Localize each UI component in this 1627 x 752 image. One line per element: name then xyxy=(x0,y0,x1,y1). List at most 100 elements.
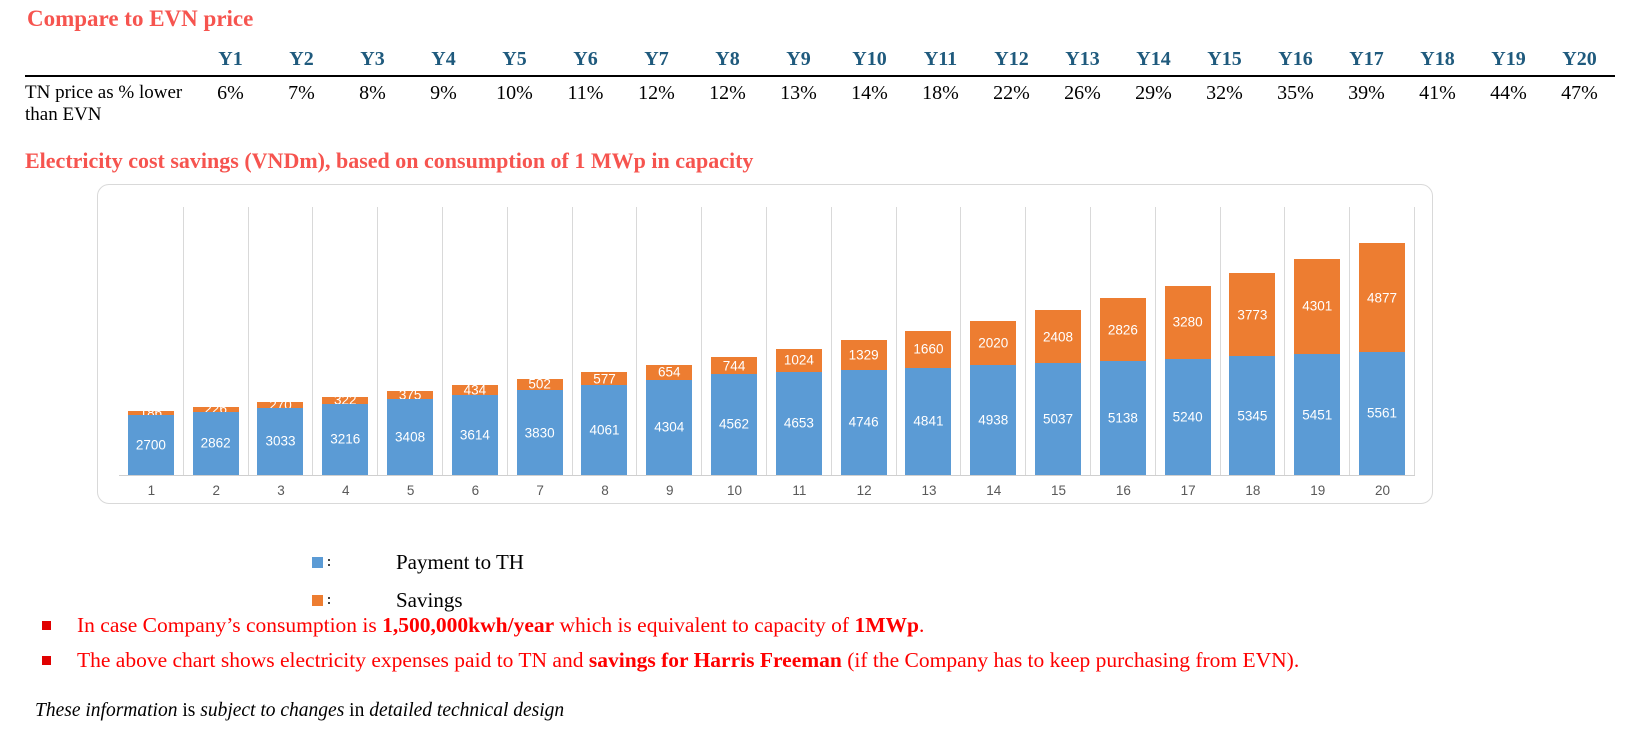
bar-stack: 2826 5138 xyxy=(1099,298,1146,475)
table-row-label: TN price as % lower than EVN xyxy=(25,82,183,126)
payment-value-label: 4304 xyxy=(654,419,685,435)
table-value: 26% xyxy=(1064,82,1101,104)
table-value: 7% xyxy=(288,82,315,104)
payment-segment: 5345 xyxy=(1229,356,1276,475)
payment-segment: 3614 xyxy=(451,394,498,475)
payment-segment: 3408 xyxy=(387,399,434,475)
bar-stack: 2408 5037 xyxy=(1035,309,1082,475)
bullet-item: The above chart shows electricity expens… xyxy=(42,647,1612,674)
category-column: 2826 5138 xyxy=(1091,207,1156,475)
payment-value-label: 3614 xyxy=(459,427,490,443)
category-column: 270 3033 xyxy=(249,207,314,475)
payment-segment: 5138 xyxy=(1099,361,1146,475)
table-column-header: Y9 xyxy=(786,48,811,70)
table-value: 44% xyxy=(1490,82,1527,104)
payment-value-label: 3216 xyxy=(330,431,361,447)
savings-segment: 4877 xyxy=(1359,243,1406,352)
category-column: 434 3614 xyxy=(443,207,508,475)
savings-value-label: 434 xyxy=(463,382,487,398)
payment-value-label: 5037 xyxy=(1043,411,1074,427)
legend-item: Savings xyxy=(312,588,524,612)
bar-stack: 744 4562 xyxy=(711,357,758,475)
x-axis-label: 16 xyxy=(1115,483,1131,498)
table-value-row: TN price as % lower than EVN 6% 7% 8% 9% 10%… xyxy=(25,77,1615,127)
savings-value-label: 1329 xyxy=(848,347,879,363)
savings-value-label: 2408 xyxy=(1043,329,1074,344)
payment-segment: 4304 xyxy=(646,379,693,475)
table-header-spacer xyxy=(25,48,195,71)
table-value: 29% xyxy=(1135,82,1172,104)
table-column-header: Y6 xyxy=(573,48,598,70)
table-column-header: Y14 xyxy=(1136,48,1171,70)
bar-stack: 2020 4938 xyxy=(970,320,1017,475)
savings-segment: 2408 xyxy=(1035,309,1082,364)
category-column: 3280 5240 xyxy=(1156,207,1221,475)
savings-segment: 654 xyxy=(646,365,693,380)
bullet-text-segment: . xyxy=(918,613,925,637)
table-header-row: Y1 Y2 Y3 Y4 Y5 Y6 Y7 Y8 Y9 Y10 Y11 Y12 Y13 Y14 Y15 Y16 Y… xyxy=(25,48,1615,77)
savings-segment: 1329 xyxy=(840,340,887,370)
chart-title: Electricity cost savings (VNDm), based o… xyxy=(25,148,754,173)
payment-segment: 5451 xyxy=(1294,354,1341,475)
payment-value-label: 2700 xyxy=(135,437,166,453)
payment-segment: 4562 xyxy=(711,373,758,475)
table-column-header: Y8 xyxy=(715,48,740,70)
table-column-header: Y7 xyxy=(644,48,669,70)
x-axis-label: 14 xyxy=(986,483,1002,498)
bullet-text: The above chart shows electricity expens… xyxy=(77,647,1299,674)
legend-tiny-mark xyxy=(328,558,330,561)
savings-segment: 1024 xyxy=(775,349,822,372)
bullet-text-segment: 1,500,000kwh/year xyxy=(382,613,555,637)
category-column: 744 4562 xyxy=(702,207,767,475)
payment-value-label: 4562 xyxy=(719,416,750,432)
bullet-text-segment: which is equivalent to capacity of xyxy=(554,613,855,637)
table-value: 12% xyxy=(638,82,675,104)
legend-swatch-icon xyxy=(312,556,323,568)
payment-value-label: 4841 xyxy=(913,413,944,429)
table-value: 22% xyxy=(993,82,1030,104)
payment-value-label: 5240 xyxy=(1172,409,1203,425)
footnote-segment: is xyxy=(177,700,201,721)
bar-stack: 4877 5561 xyxy=(1359,243,1406,475)
category-column: 577 4061 xyxy=(573,207,638,475)
table-column-header: Y12 xyxy=(994,48,1029,70)
category-column: 4877 5561 xyxy=(1350,207,1415,475)
savings-segment: 2020 xyxy=(970,320,1017,366)
bullet-marker-icon xyxy=(42,621,51,630)
savings-value-label: 1024 xyxy=(783,352,814,368)
category-column: 186 2700 xyxy=(119,207,184,475)
category-column: 2408 5037 xyxy=(1026,207,1091,475)
x-axis-label: 7 xyxy=(536,483,544,498)
category-column: 654 4304 xyxy=(637,207,703,475)
bar-stack: 375 3408 xyxy=(387,388,434,475)
savings-value-label: 577 xyxy=(593,371,616,386)
savings-segment: 2826 xyxy=(1099,298,1146,361)
comparison-table: Y1 Y2 Y3 Y4 Y5 Y6 Y7 Y8 Y9 Y10 Y11 Y12 Y13 Y14 Y15 Y16 Y… xyxy=(25,48,1615,127)
savings-segment: 322 xyxy=(322,393,369,408)
x-axis-label: 1 xyxy=(147,483,156,498)
bar-stack: 322 3216 xyxy=(322,393,369,475)
savings-value-label: 3280 xyxy=(1172,314,1203,330)
payment-segment: 4841 xyxy=(905,367,952,475)
page-title: Compare to EVN price xyxy=(27,6,254,31)
category-column: 226 2862 xyxy=(184,207,249,475)
table-column-header: Y1 xyxy=(218,48,243,70)
payment-segment: 3830 xyxy=(516,390,563,475)
table-column-header: Y2 xyxy=(289,48,314,70)
x-axis-label: 4 xyxy=(342,483,350,498)
x-axis-label: 18 xyxy=(1245,483,1261,498)
savings-value-label: 502 xyxy=(528,376,551,392)
payment-value-label: 4061 xyxy=(589,422,620,438)
table-column-header: Y16 xyxy=(1278,48,1313,70)
payment-segment: 5561 xyxy=(1359,351,1406,475)
table-column-header: Y18 xyxy=(1420,48,1455,70)
x-axis-label: 3 xyxy=(277,483,285,498)
bullet-list: In case Company’s consumption is 1,500,0… xyxy=(42,612,1612,682)
bar-stack: 434 3614 xyxy=(451,383,498,475)
table-column-header: Y10 xyxy=(852,48,887,70)
payment-segment: 2862 xyxy=(192,411,239,475)
bullet-text-segment: savings for Harris Freeman xyxy=(588,647,842,672)
savings-segment: 577 xyxy=(581,371,628,386)
x-axis-label: 5 xyxy=(406,483,415,498)
